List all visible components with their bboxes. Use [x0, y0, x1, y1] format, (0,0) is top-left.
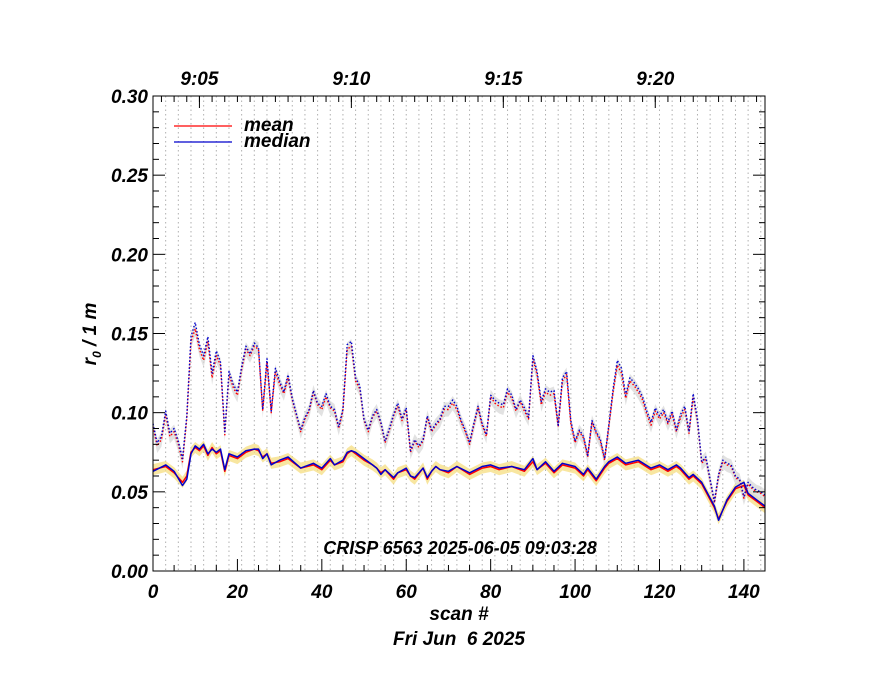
date-label: Fri Jun 6 2025 — [393, 629, 525, 650]
y-tick-label: 0.05 — [111, 483, 148, 504]
series-layer — [152, 321, 766, 522]
top-axis-layer: 9:05 9:10 9:15 9:20 — [160, 69, 758, 108]
legend: mean median — [174, 115, 311, 152]
top-tick-label: 9:15 — [484, 69, 522, 90]
x-axis-title: scan # — [429, 604, 489, 625]
y-axis-title: r0 / 1 m — [80, 303, 104, 366]
y-tick-label: 0.10 — [111, 404, 148, 425]
series-line-median-lower — [152, 443, 766, 522]
y-axis-title-main: r — [80, 356, 101, 365]
top-tick-label: 9:05 — [180, 69, 218, 90]
tick-layer: 0 20 40 60 80 100 120 140 0.00 0.05 0.10 0.15 0.20 0.… — [111, 87, 766, 603]
y-tick-label: 0.20 — [111, 245, 148, 266]
chart-annotation: CRISP 6563 2025-06-05 09:03:28 — [323, 538, 597, 558]
x-tick-label: 100 — [559, 582, 591, 603]
series-line-median-upper — [152, 321, 766, 502]
x-tick-label: 40 — [310, 582, 333, 603]
y-axis-title-sub: 0 — [90, 351, 104, 358]
x-tick-label: 60 — [396, 582, 418, 603]
y-tick-label: 0.15 — [111, 325, 148, 346]
x-tick-label: 80 — [480, 582, 502, 603]
y-tick-label: 0.00 — [111, 562, 148, 583]
x-tick-label: 140 — [728, 582, 760, 603]
x-tick-label: 20 — [226, 582, 249, 603]
y-axis-title-rest: / 1 m — [80, 303, 101, 352]
y-tick-label: 0.30 — [111, 87, 148, 108]
y-tick-label: 0.25 — [111, 166, 148, 187]
top-tick-label: 9:20 — [636, 69, 674, 90]
top-tick-label: 9:10 — [332, 69, 370, 90]
legend-median-label: median — [244, 131, 311, 152]
x-tick-label: 120 — [644, 582, 676, 603]
x-tick-label: 0 — [148, 582, 159, 603]
legend-mean-label: mean — [244, 115, 294, 136]
